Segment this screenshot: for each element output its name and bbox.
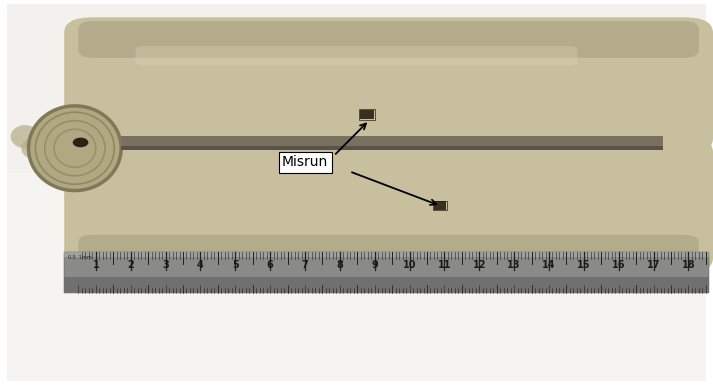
- Text: 4: 4: [197, 260, 204, 270]
- Text: 13: 13: [508, 260, 521, 270]
- Bar: [64, 252, 709, 293]
- Ellipse shape: [11, 125, 39, 148]
- FancyBboxPatch shape: [78, 235, 699, 266]
- FancyBboxPatch shape: [78, 21, 699, 58]
- Text: 10: 10: [403, 260, 416, 270]
- Text: 17: 17: [647, 260, 660, 270]
- Text: 3: 3: [162, 260, 169, 270]
- Text: 11: 11: [438, 260, 451, 270]
- Bar: [359, 109, 375, 120]
- Text: 7: 7: [302, 260, 309, 270]
- FancyBboxPatch shape: [64, 17, 713, 154]
- Ellipse shape: [32, 148, 61, 171]
- Text: 18: 18: [682, 260, 695, 270]
- FancyBboxPatch shape: [135, 46, 578, 65]
- Bar: [434, 201, 446, 210]
- Text: 9: 9: [371, 260, 378, 270]
- Text: 12: 12: [473, 260, 486, 270]
- Bar: [433, 201, 447, 210]
- FancyBboxPatch shape: [64, 137, 713, 273]
- Ellipse shape: [21, 137, 50, 160]
- Text: 6: 6: [267, 260, 274, 270]
- Bar: [121, 136, 663, 150]
- Text: 2: 2: [128, 260, 134, 270]
- Ellipse shape: [29, 106, 121, 191]
- Bar: [121, 146, 663, 150]
- Text: 14: 14: [543, 260, 555, 270]
- Text: 15: 15: [577, 260, 590, 270]
- Text: Misrun: Misrun: [282, 156, 328, 169]
- Ellipse shape: [73, 137, 88, 147]
- Bar: [64, 252, 709, 257]
- Text: 0.5  1mm: 0.5 1mm: [68, 255, 91, 260]
- Text: 16: 16: [612, 260, 625, 270]
- Text: 5: 5: [232, 260, 239, 270]
- Bar: [7, 4, 706, 173]
- Bar: [64, 277, 709, 293]
- Text: 1: 1: [93, 260, 99, 270]
- Text: 8: 8: [337, 260, 343, 270]
- Bar: [360, 110, 374, 119]
